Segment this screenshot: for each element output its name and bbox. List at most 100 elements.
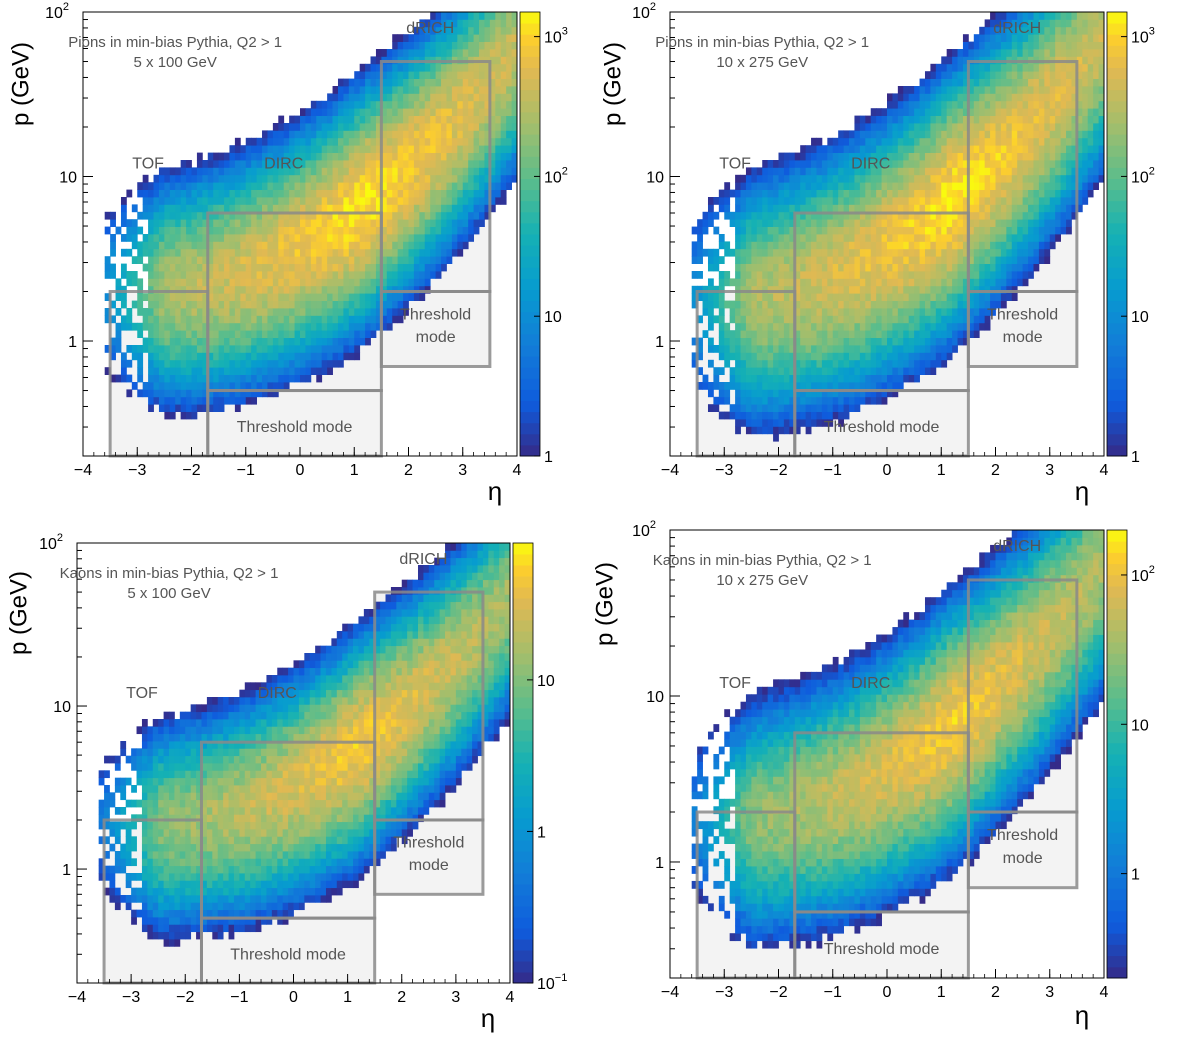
heat-cell xyxy=(235,190,241,198)
heat-cell xyxy=(871,123,877,131)
heat-cell xyxy=(822,278,828,286)
heat-cell xyxy=(360,271,366,279)
heat-cell xyxy=(865,271,871,279)
heat-cell xyxy=(360,175,366,183)
heat-cell xyxy=(333,175,339,183)
heat-cell xyxy=(398,271,404,279)
heat-cell xyxy=(996,42,1002,50)
label-tof: TOF xyxy=(132,155,164,172)
heat-cell xyxy=(305,175,311,183)
heat-cell xyxy=(887,123,893,131)
heat-cell xyxy=(833,352,839,360)
heat-cell xyxy=(284,264,290,272)
heat-cell xyxy=(202,204,208,212)
heat-cell xyxy=(838,256,844,264)
heat-cell xyxy=(208,182,214,190)
heat-cell xyxy=(474,116,480,124)
heat-cell xyxy=(762,167,768,175)
heat-cell xyxy=(170,293,176,301)
heat-cell xyxy=(170,360,176,368)
heat-cell xyxy=(892,352,898,360)
heat-cell xyxy=(403,153,409,161)
heat-cell xyxy=(795,190,801,198)
heat-cell xyxy=(958,123,964,131)
heat-cell xyxy=(795,153,801,161)
heat-cell xyxy=(273,286,279,294)
heat-cell xyxy=(311,175,317,183)
heat-cell xyxy=(1006,153,1012,161)
heat-cell xyxy=(1023,264,1029,272)
heat-cell xyxy=(751,375,757,383)
heat-cell xyxy=(267,330,273,338)
heat-cell xyxy=(316,375,322,383)
heat-cell xyxy=(958,315,964,323)
heat-cell xyxy=(436,116,442,124)
heat-cell xyxy=(392,271,398,279)
heat-cell xyxy=(278,345,284,353)
heat-cell xyxy=(952,315,958,323)
heat-cell xyxy=(849,330,855,338)
heat-cell xyxy=(333,86,339,94)
heat-cell xyxy=(882,256,888,264)
heat-cell xyxy=(920,190,926,198)
heat-cell xyxy=(224,367,230,375)
heat-cell xyxy=(295,130,301,138)
heat-cell xyxy=(925,227,931,235)
heat-cell xyxy=(495,160,501,168)
heat-cell xyxy=(816,138,822,146)
heat-cell xyxy=(197,382,203,390)
heat-cell xyxy=(952,345,958,353)
heat-cell xyxy=(343,116,349,124)
heat-cell xyxy=(316,234,322,242)
heat-cell xyxy=(479,71,485,79)
heat-cell xyxy=(947,219,953,227)
heat-cell xyxy=(822,204,828,212)
heat-cell xyxy=(425,145,431,153)
heat-cell xyxy=(219,264,225,272)
heat-cell xyxy=(746,375,752,383)
heat-cell xyxy=(920,367,926,375)
heat-cell xyxy=(365,241,371,249)
heat-cell xyxy=(947,145,953,153)
heat-cell xyxy=(219,256,225,264)
heat-cell xyxy=(936,153,942,161)
heat-cell xyxy=(974,330,980,338)
heat-cell xyxy=(730,345,736,353)
heat-cell xyxy=(229,330,235,338)
heat-cell xyxy=(1001,241,1007,249)
heat-cell xyxy=(833,204,839,212)
heat-cell xyxy=(930,264,936,272)
heat-cell xyxy=(784,271,790,279)
heat-cell xyxy=(181,204,187,212)
heat-cell xyxy=(333,190,339,198)
heat-cell xyxy=(387,264,393,272)
heat-cell xyxy=(947,160,953,168)
heat-cell xyxy=(278,271,284,279)
heat-cell xyxy=(414,227,420,235)
heat-cell xyxy=(392,175,398,183)
heat-cell xyxy=(436,197,442,205)
heat-cell xyxy=(398,278,404,286)
heat-cell xyxy=(229,204,235,212)
heat-cell xyxy=(925,160,931,168)
heat-cell xyxy=(365,293,371,301)
heat-cell xyxy=(746,264,752,272)
heat-cell xyxy=(838,167,844,175)
heat-cell xyxy=(349,234,355,242)
heat-cell xyxy=(925,264,931,272)
heat-cell xyxy=(898,93,904,101)
heat-cell xyxy=(822,330,828,338)
heat-cell xyxy=(468,27,474,35)
heat-cell xyxy=(181,352,187,360)
heat-cell xyxy=(719,352,725,360)
heat-cell xyxy=(806,375,812,383)
heat-cell xyxy=(920,278,926,286)
heat-cell xyxy=(860,241,866,249)
heat-cell xyxy=(974,264,980,272)
heat-cell xyxy=(343,145,349,153)
heat-cell xyxy=(316,345,322,353)
heat-cell xyxy=(985,19,991,27)
heat-cell xyxy=(181,293,187,301)
heat-cell xyxy=(343,264,349,272)
